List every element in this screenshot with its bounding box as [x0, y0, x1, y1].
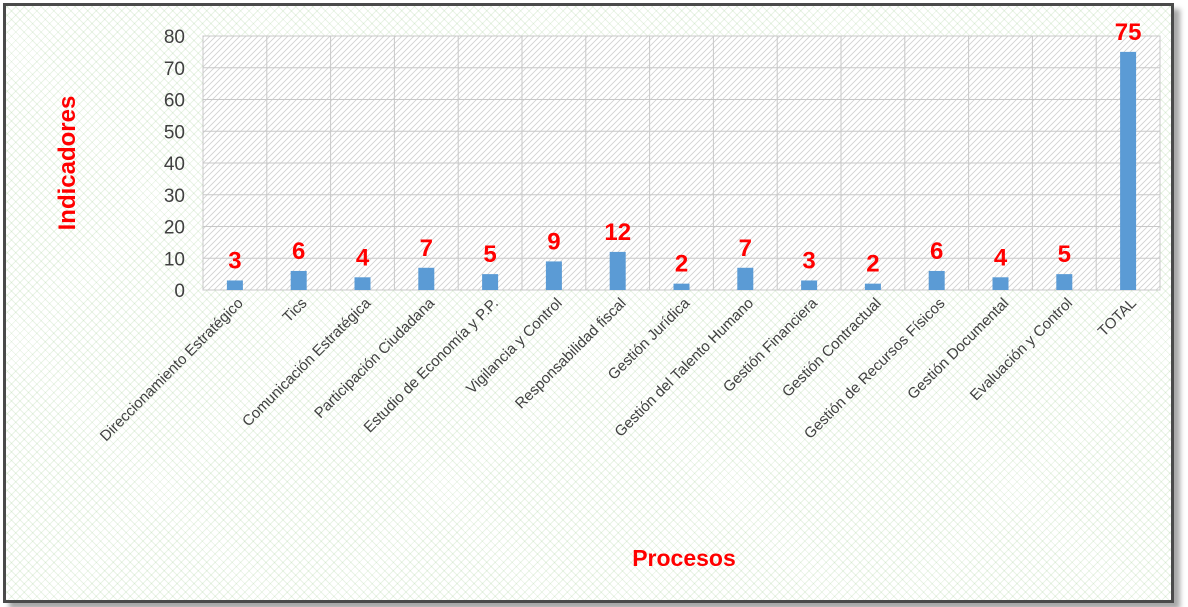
data-label: 5 — [1058, 241, 1071, 268]
bar — [992, 277, 1009, 290]
data-label: 5 — [483, 241, 496, 268]
x-tick-label: Tics — [279, 295, 310, 326]
x-tick-label: TOTAL — [1095, 295, 1140, 340]
x-tick-label: Participación Ciudadana — [311, 294, 438, 421]
y-tick-label: 70 — [164, 59, 185, 80]
x-axis-title: Procesos — [632, 545, 736, 571]
bar — [482, 274, 499, 290]
data-label: 75 — [1115, 19, 1142, 46]
bar-layer — [226, 51, 1137, 290]
bar — [928, 270, 945, 290]
y-tick-label: 50 — [164, 122, 185, 143]
data-label: 3 — [228, 247, 241, 274]
y-tick-label: 10 — [164, 249, 185, 270]
y-tick-label: 30 — [164, 186, 185, 207]
y-tick-label: 80 — [164, 27, 185, 48]
y-tick-label: 20 — [164, 218, 185, 239]
bar — [290, 270, 307, 290]
data-label: 7 — [420, 235, 433, 262]
x-tick-label: Direccionamiento Estratégico — [97, 295, 247, 445]
data-label: 4 — [994, 244, 1008, 271]
data-label: 7 — [739, 235, 752, 262]
bar — [226, 280, 243, 290]
data-label: 6 — [292, 238, 305, 265]
bar — [864, 283, 881, 290]
y-tick-label: 40 — [164, 154, 185, 175]
bar — [1056, 274, 1073, 290]
bar — [673, 283, 690, 290]
bar — [1120, 51, 1137, 290]
data-label: 4 — [356, 244, 370, 271]
bar — [354, 277, 371, 290]
data-label: 3 — [802, 247, 815, 274]
bar — [801, 280, 818, 290]
bar — [418, 267, 435, 290]
y-axis-title: Indicadores — [54, 96, 81, 231]
data-label: 6 — [930, 238, 943, 265]
bar — [609, 251, 626, 290]
x-tick-label: Responsabilidad fiscal — [512, 295, 630, 413]
data-label: 2 — [675, 251, 688, 278]
data-label: 12 — [604, 219, 631, 246]
y-tick-label: 60 — [164, 91, 185, 112]
bar — [545, 261, 562, 290]
data-label: 2 — [866, 251, 879, 278]
data-label: 9 — [547, 228, 560, 255]
bar — [737, 267, 754, 290]
x-tick-label: Comunicación Estratégica — [239, 294, 375, 430]
y-tick-label: 0 — [174, 281, 185, 302]
x-tick-label: Estudio de Economía y P.P. — [361, 295, 502, 436]
